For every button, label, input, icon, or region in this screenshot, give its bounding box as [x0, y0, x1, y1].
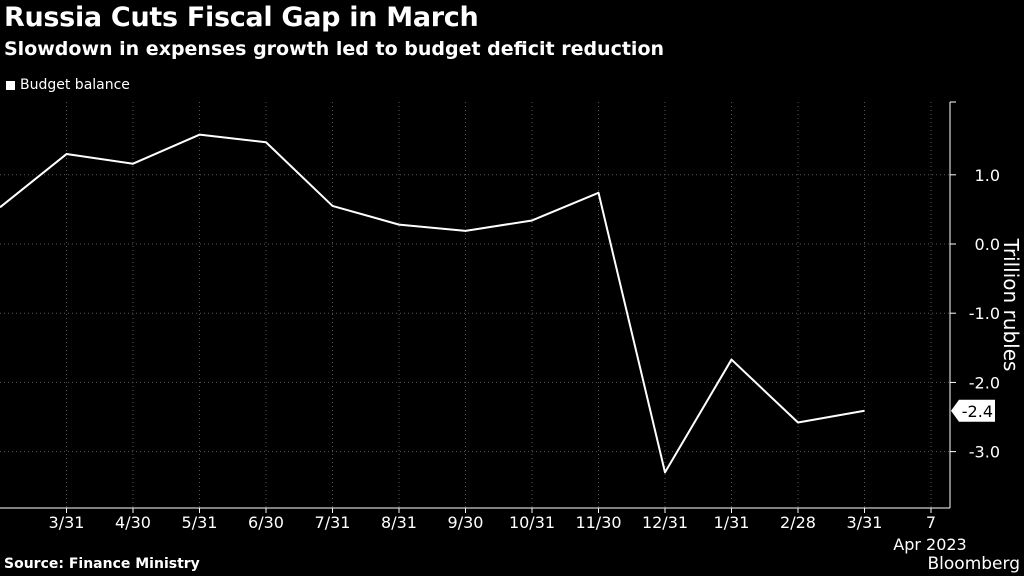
last-value-label: -2.4: [962, 402, 993, 421]
x-tick-label: 9/30: [448, 513, 484, 532]
x-tick-label: 3/31: [847, 513, 883, 532]
axes: [0, 101, 956, 513]
x-tick-label: 12/31: [642, 513, 688, 532]
chart-subtitle: Slowdown in expenses growth led to budge…: [4, 38, 665, 60]
x-tick-label: 6/30: [248, 513, 284, 532]
x-tick-label: 7: [926, 513, 936, 532]
x-tick-label: 4/30: [115, 513, 151, 532]
x-tick-label: 10/31: [509, 513, 555, 532]
y-axis-title: Trillion rubles: [999, 238, 1023, 372]
y-tick-label: -2.0: [969, 373, 1000, 392]
y-tick-label: 1.0: [975, 166, 1000, 185]
source-note: Source: Finance Ministry: [4, 556, 200, 572]
x-tick-label: 8/31: [381, 513, 417, 532]
chart-title: Russia Cuts Fiscal Gap in March: [4, 2, 479, 33]
x-tick-label: 3/31: [49, 513, 85, 532]
series: [0, 133, 865, 474]
budget-balance-line: [0, 133, 865, 474]
legend-label: Budget balance: [20, 77, 130, 93]
x-tick-label: 2/28: [780, 513, 816, 532]
x-tick-label: 5/31: [182, 513, 218, 532]
legend: Budget balance: [6, 77, 130, 93]
bloomberg-logo: Bloomberg: [927, 554, 1020, 574]
y-tick-label: 0.0: [975, 235, 1000, 254]
x-tick-label: 11/30: [575, 513, 621, 532]
x-tick-label: 7/31: [315, 513, 351, 532]
last-value-badge: [951, 399, 995, 422]
y-tick-label: -3.0: [969, 443, 1000, 462]
labels: 1.0 0.0 -1.0 -2.0 -3.0 3/31 4/30 5/31 6/30 7/31 8/…: [49, 166, 1023, 554]
y-tick-label: -1.0: [969, 304, 1000, 323]
x-tick-label: 1/31: [714, 513, 750, 532]
gridlines: [0, 102, 950, 508]
legend-swatch: [6, 80, 15, 90]
x-secondary-label: Apr 2023: [893, 535, 966, 554]
